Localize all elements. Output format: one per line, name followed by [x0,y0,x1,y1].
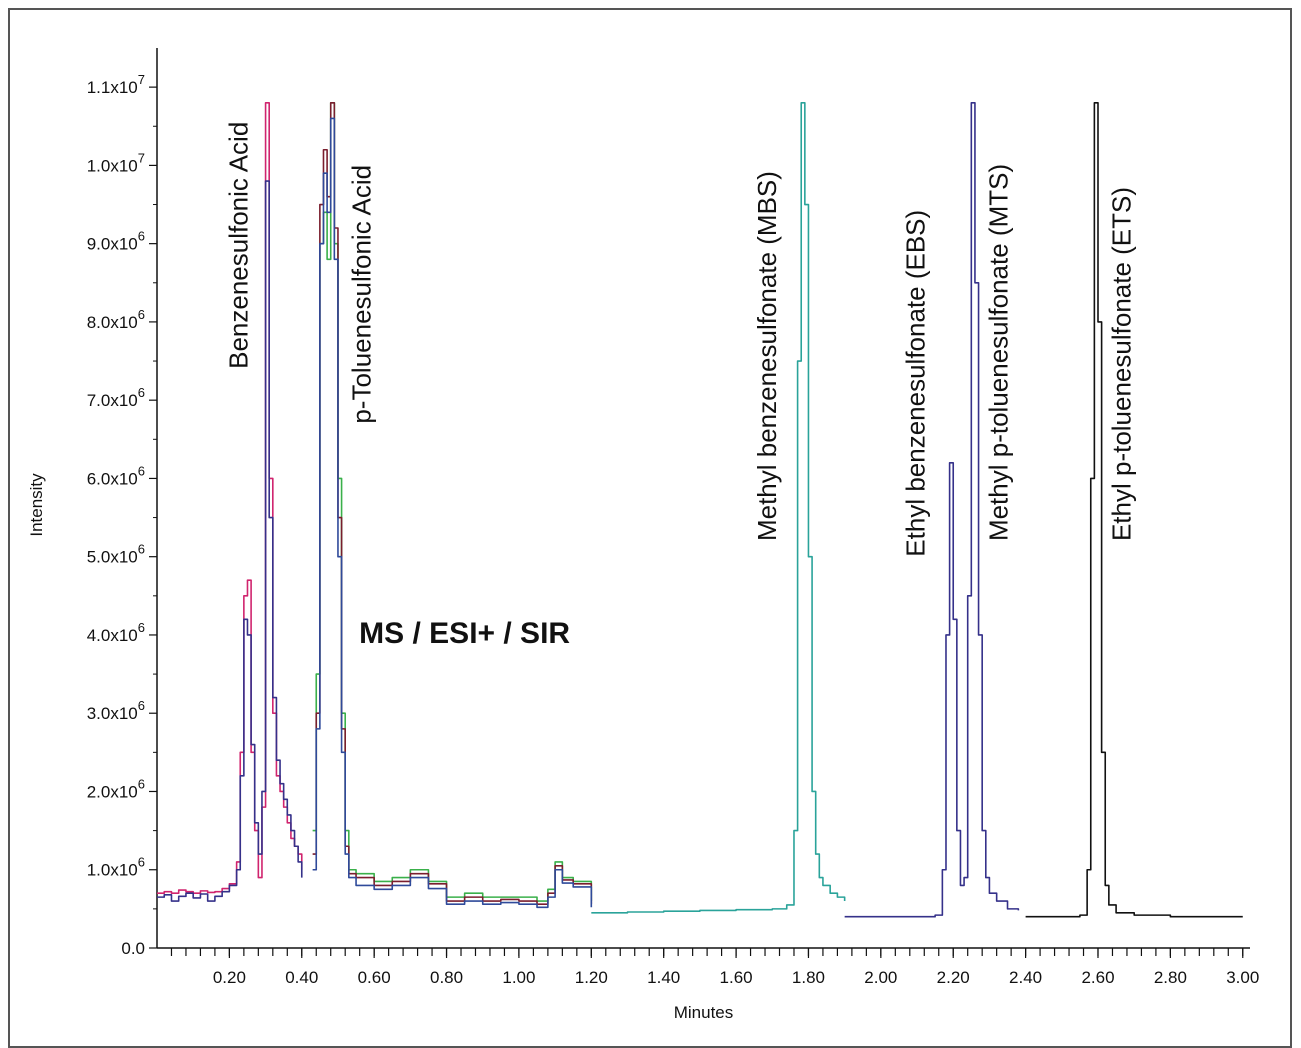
series-line-2 [157,180,303,902]
peak-label-2: p-Toluenesulfonic Acid [347,165,377,424]
peak-label-1: Benzenesulfonic Acid [223,122,253,369]
x-tick-label: 1.00 [502,968,535,987]
x-tick-label: 0.60 [358,968,391,987]
x-tick-label: 3.00 [1226,968,1259,987]
y-tick-label: 9.0x106 [87,229,145,254]
y-axis-ticks: 0.0 1.0x106 2.0x106 3.0x106 4.0x106 5.0x106 6.… [87,72,157,958]
x-tick-label: 2.20 [937,968,970,987]
x-tick-label: 1.60 [720,968,753,987]
peak-labels: Benzenesulfonic Acid p-Toluenesulfonic Ac… [223,122,1136,557]
peak-label-3: Methyl benzenesulfonate (MBS) [752,171,782,541]
x-tick-label: 1.20 [575,968,608,987]
x-tick-label: 0.40 [285,968,318,987]
x-tick-label: 2.80 [1154,968,1187,987]
x-tick-label: 1.40 [647,968,680,987]
peak-label-6: Ethyl p-toluenesulfonate (ETS) [1107,187,1137,541]
peak-label-4: Ethyl benzenesulfonate (EBS) [900,210,930,557]
x-tick-label: 2.40 [1009,968,1042,987]
series-line-8 [1025,101,1243,918]
y-tick-label: 8.0x106 [87,307,145,332]
x-tick-label: 1.80 [792,968,825,987]
y-tick-label: 7.0x106 [87,385,145,410]
x-axis-title: Minutes [674,1003,734,1022]
x-tick-label: 0.80 [430,968,463,987]
series-line-7 [844,101,1020,918]
y-tick-label: 2.0x106 [87,776,145,801]
x-tick-label: 2.60 [1081,968,1114,987]
x-axis-ticks: 0.20 0.40 0.60 0.80 1.00 1.20 1.40 1.60 1.80 2.00… [170,948,1259,987]
y-tick-label: 0.0 [121,939,145,958]
x-tick-label: 2.00 [864,968,897,987]
y-tick-label: 4.0x106 [87,620,145,645]
y-tick-label: 1.0x106 [87,855,145,880]
chart-axes: 0.20 0.40 0.60 0.80 1.00 1.20 1.40 1.60 1.80 2.00… [87,48,1259,987]
y-tick-label: 3.0x106 [87,698,145,723]
series-line-6 [591,101,846,914]
series-line-5 [312,117,593,909]
y-tick-label: 1.1x107 [87,72,145,97]
y-axis-title: Intensity [27,473,46,537]
x-tick-label: 0.20 [213,968,246,987]
y-tick-label: 5.0x106 [87,542,145,567]
peak-label-5: Methyl p-toluenesulfonate (MTS) [984,164,1014,541]
ms-mode-annotation: MS / ESI+ / SIR [359,617,570,650]
chart-series [157,101,1243,918]
y-tick-label: 6.0x106 [87,463,145,488]
y-tick-label: 1.0x107 [87,150,145,175]
